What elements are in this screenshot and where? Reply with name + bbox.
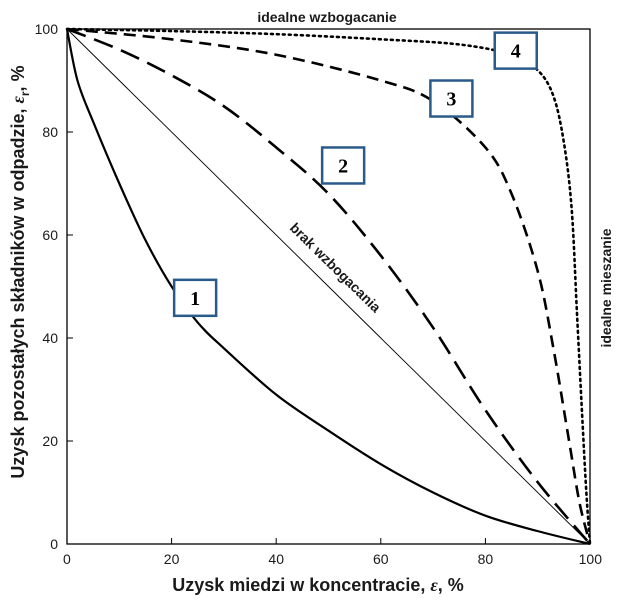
x-tick-label: 60 <box>373 551 389 567</box>
curve-label-layer: 1 2 3 4 <box>172 31 538 318</box>
curve-label-box-3 <box>429 79 474 118</box>
series-2 <box>66 27 591 545</box>
tick-layer: 0 20 40 60 80 100 0 20 40 60 80 100 <box>35 21 603 567</box>
curve-label-3: 3 <box>446 89 456 111</box>
curve-label-4: 4 <box>511 41 521 63</box>
y-axis-title: Uzysk pozostałych składników w odpadzie,… <box>8 65 32 478</box>
series-diagonal <box>66 28 591 545</box>
series-1 <box>65 28 591 546</box>
curve-label-1: 1 <box>190 288 200 310</box>
x-tick-label: 80 <box>478 551 494 567</box>
y-tick-label: 60 <box>42 227 58 243</box>
x-tick-label: 40 <box>268 551 284 567</box>
right-annotation: idealne mieszanie <box>598 228 614 347</box>
y-tick-label: 0 <box>50 536 58 552</box>
curve-label-box-1 <box>172 278 218 318</box>
curve-label-box-2 <box>320 146 366 185</box>
x-axis-title: Uzysk miedzi w koncentracie, ε, % <box>172 575 464 595</box>
diagonal-annotation: brak wzbogacania <box>287 219 384 315</box>
curve-label-box-4 <box>493 31 538 70</box>
curve-label-2: 2 <box>338 155 348 177</box>
x-tick-label: 100 <box>579 551 603 567</box>
x-tick-label: 0 <box>63 551 71 567</box>
series-layer <box>65 27 592 546</box>
top-annotation: idealne wzbogacanie <box>257 9 396 25</box>
x-tick-label: 20 <box>164 551 180 567</box>
y-tick-label: 100 <box>35 21 59 37</box>
plot-frame <box>66 28 591 545</box>
y-tick-label: 20 <box>42 433 58 449</box>
y-tick-label: 80 <box>42 124 58 140</box>
y-tick-label: 40 <box>42 330 58 346</box>
plot-area <box>66 28 591 545</box>
series-4 <box>65 27 592 546</box>
